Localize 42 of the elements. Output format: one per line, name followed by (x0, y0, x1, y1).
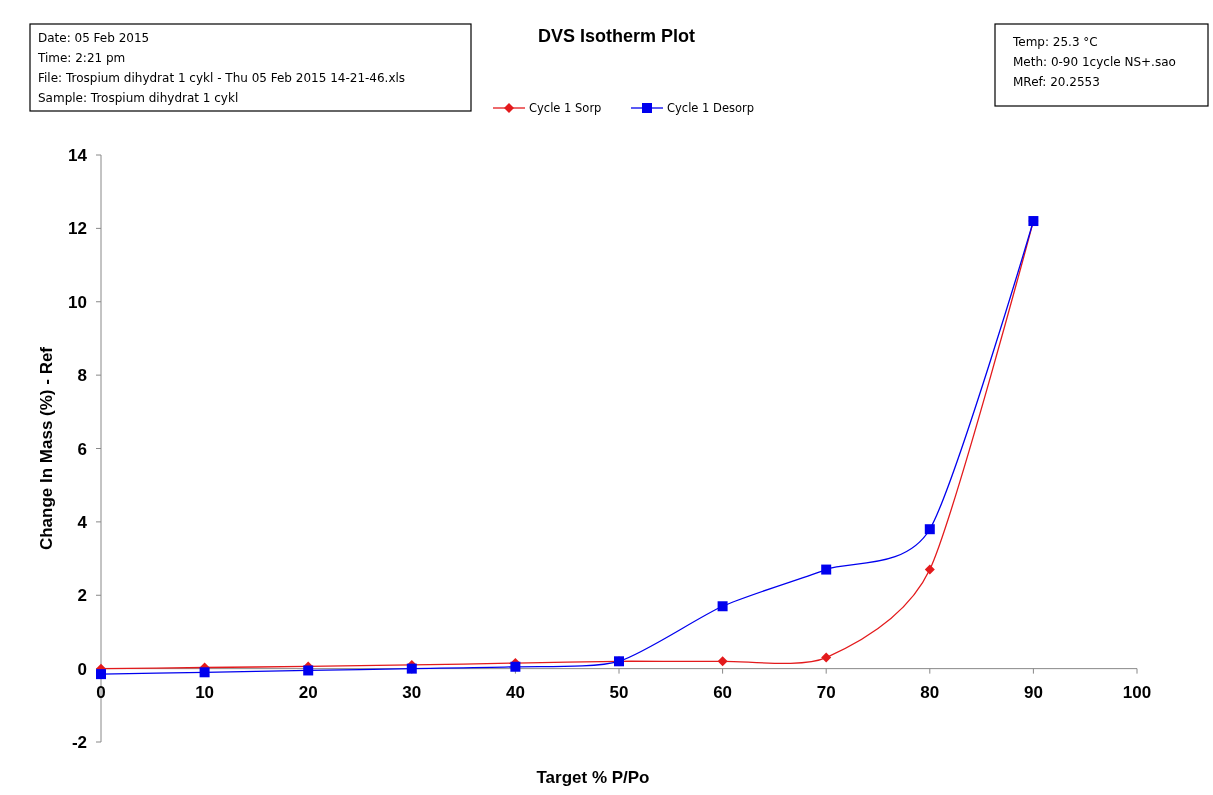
y-axis-title: Change In Mass (%) - Ref (37, 346, 56, 551)
y-tick-label: 6 (77, 439, 87, 459)
point (717, 656, 728, 667)
text: Meth: 0-90 1cycle NS+.sao (1013, 55, 1176, 69)
text: File: Trospium dihydrat 1 cykl - Thu 05 Feb 2015 14-21-46.xls (38, 71, 406, 85)
text: Time: 2:21 pm (37, 51, 126, 65)
chart-title: DVS Isotherm Plot (537, 26, 696, 46)
y-tick-label: 10 (68, 292, 87, 312)
point (303, 665, 314, 676)
text: Sample: Trospium dihydrat 1 cykl (38, 91, 239, 105)
point (924, 524, 935, 535)
y-tick-label: -2 (71, 733, 87, 752)
text: Temp: 25.3 °C (1012, 35, 1098, 49)
y-tick-label: 4 (77, 512, 88, 532)
legend-label: Cycle 1 Sorp (529, 101, 602, 115)
point (717, 601, 728, 612)
y-tick-label: 8 (77, 366, 87, 386)
x-tick-label: 20 (298, 682, 318, 702)
x-tick-label: 40 (505, 682, 525, 702)
text: Date: 05 Feb 2015 (38, 31, 150, 45)
point (924, 564, 935, 575)
point (199, 667, 210, 678)
x-tick-label: 0 (96, 682, 106, 702)
point (96, 669, 106, 680)
point (821, 652, 832, 663)
y-tick-label: 0 (77, 659, 87, 679)
x-tick-label: 50 (609, 682, 629, 702)
y-tick-label: 14 (68, 146, 88, 165)
y-tick-label: 2 (77, 586, 87, 606)
x-tick-label: 60 (713, 682, 733, 702)
legend-label: Cycle 1 Desorp (667, 101, 755, 115)
x-tick-label: 80 (920, 682, 940, 702)
point (821, 564, 832, 575)
point (406, 663, 417, 674)
x-tick-label: 10 (195, 682, 215, 702)
y-tick-label: 12 (68, 219, 87, 239)
x-tick-label: 30 (402, 682, 422, 702)
x-axis-title: Target % P/Po (536, 768, 650, 787)
x-tick-label: 90 (1023, 682, 1043, 702)
text: MRef: 20.2553 (1013, 75, 1100, 89)
x-tick-label: 70 (816, 682, 836, 702)
x-tick-label: 100 (1122, 682, 1152, 702)
